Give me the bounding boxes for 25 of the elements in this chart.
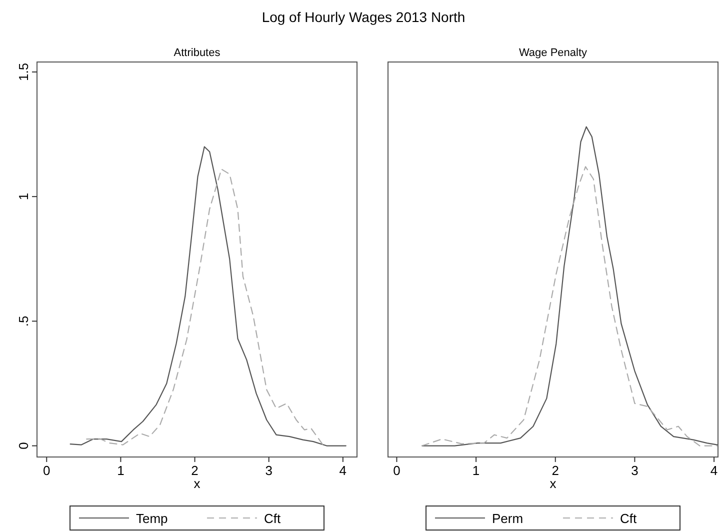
y-tick-label: 0	[16, 442, 31, 450]
x-tick-label: 3	[265, 463, 272, 478]
y-tick-label: 1	[16, 192, 31, 200]
y-tick-label: .5	[16, 316, 31, 327]
x-tick-label: 4	[339, 463, 347, 478]
chart-subtitle: Attributes	[174, 47, 221, 59]
x-axis-title: x	[194, 476, 201, 491]
legend-label: Perm	[492, 511, 524, 526]
line-series	[70, 146, 346, 446]
legend-label: Cft	[264, 511, 281, 526]
x-tick-label: 0	[43, 463, 50, 478]
chart-title: Log of Hourly Wages 2013 North	[262, 9, 466, 25]
y-tick-label: 1.5	[16, 62, 31, 82]
chart-subtitle: Wage Penalty	[518, 47, 588, 59]
x-tick-label: 0	[393, 463, 400, 478]
x-tick-label: 1	[472, 463, 480, 478]
x-tick-label: 1	[117, 463, 124, 478]
x-tick-label: 2	[191, 463, 198, 478]
legend-label: Cft	[620, 511, 637, 526]
x-tick-label: 2	[552, 463, 559, 478]
x-tick-label: 3	[631, 463, 638, 478]
line-series	[86, 168, 324, 446]
x-tick-label: 4	[710, 463, 718, 478]
legend-label: Temp	[136, 511, 168, 526]
x-axis-title: x	[550, 476, 557, 491]
